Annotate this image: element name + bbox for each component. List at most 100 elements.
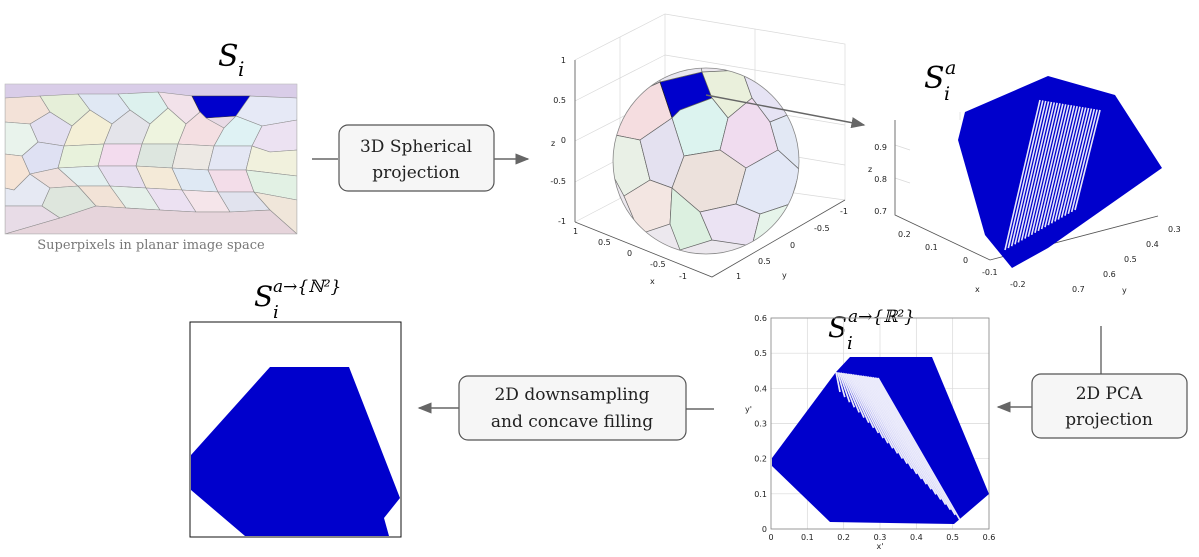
point-cloud-shape	[958, 76, 1162, 268]
svg-text:0.2: 0.2	[898, 230, 911, 239]
svg-text:-0.5: -0.5	[814, 224, 830, 233]
box-pca-line1: 2D PCA	[1076, 384, 1143, 404]
pca-stripe	[872, 376, 947, 506]
box-down-line2: and concave filling	[491, 412, 653, 432]
svg-text:S: S	[924, 61, 945, 96]
caption-planar-space: Superpixels in planar image space	[37, 238, 265, 253]
cloud-stripe	[1020, 102, 1056, 241]
cloud-stripe	[1070, 109, 1098, 213]
superpixel-image	[5, 84, 297, 234]
svg-text:0: 0	[963, 256, 968, 265]
pca-stripe	[860, 375, 913, 470]
svg-text:0.1: 0.1	[925, 243, 938, 252]
pca-stripe	[841, 372, 860, 413]
svg-text:-0.5: -0.5	[550, 177, 566, 186]
pca-stripe	[857, 374, 904, 459]
svg-text:i: i	[944, 83, 950, 105]
svg-text:0.5: 0.5	[598, 238, 611, 247]
pca-stripe	[852, 374, 889, 444]
pca-y-tick: 0.4	[754, 384, 767, 393]
downsampled-image	[189, 321, 402, 538]
cloud-stripe	[1004, 99, 1041, 251]
svg-text:i: i	[847, 333, 853, 354]
pca-stripe	[853, 374, 894, 449]
svg-text:-1: -1	[840, 207, 848, 216]
pca-stripe	[867, 376, 932, 490]
svg-text:-1: -1	[558, 217, 566, 226]
pca-stripe	[835, 371, 841, 393]
pca-stripe	[840, 372, 856, 408]
svg-text:0.8: 0.8	[874, 175, 887, 184]
pca-stripe	[875, 377, 956, 516]
pca-stripe	[836, 372, 846, 398]
pca-stripe	[877, 377, 961, 521]
pca-y-tick: 0.5	[754, 349, 767, 358]
sphere-y-label: y	[782, 271, 787, 280]
pca-stripe	[850, 373, 884, 439]
pca-x-tick: 0.1	[801, 533, 814, 542]
pca-x-tick: 0.3	[874, 533, 887, 542]
label-s-n2: S a→{ℕ²} i	[254, 277, 341, 323]
svg-text:0.9: 0.9	[874, 143, 887, 152]
cloud-stripe	[1027, 103, 1061, 237]
cloud-stripe	[1047, 106, 1078, 226]
svg-text:a→{ℕ²}: a→{ℕ²}	[273, 277, 341, 297]
sphere-plot: z 1 0.5 0 -0.5 -1 1 0.5 0 -0.5 -1 x -1 -…	[550, 13, 866, 286]
pca-shape	[772, 357, 989, 524]
svg-text:0.7: 0.7	[1072, 285, 1085, 294]
cloud-stripe	[1054, 106, 1084, 222]
point-cloud-3d: z 0.9 0.8 0.7 0.2 0.1 0 -0.1 -0.2 x 0.3 …	[868, 76, 1181, 295]
svg-text:a→{ℝ²}: a→{ℝ²}	[848, 307, 915, 327]
cloud-stripe	[1064, 108, 1093, 216]
cloud-stripe	[1010, 100, 1047, 247]
box-spherical-line2: projection	[372, 163, 460, 183]
pca-x-tick: 0.5	[946, 533, 959, 542]
pca-y-tick: 0.2	[754, 455, 767, 464]
pca-stripe	[843, 372, 865, 418]
svg-text:0: 0	[790, 241, 795, 250]
pca-plot: 0 0.1 0.2 0.3 0.4 0.5 0.6 0 0.1 0.2 0.3 0.4 0.5 0.6 x…	[745, 314, 995, 551]
pca-stripe	[862, 375, 918, 475]
cloud-stripe	[1057, 107, 1087, 220]
svg-text:-0.1: -0.1	[982, 268, 998, 277]
cloud-stripe	[1044, 105, 1076, 228]
svg-text:0.5: 0.5	[1124, 255, 1137, 264]
pca-stripe	[870, 376, 942, 500]
box-down-line1: 2D downsampling	[494, 385, 649, 405]
pca-stripe	[846, 373, 875, 429]
pca-y-tick: 0.3	[754, 420, 767, 429]
svg-text:0: 0	[561, 136, 566, 145]
cloud-stripe	[1024, 102, 1058, 239]
cloud-y-label: y	[1122, 286, 1127, 295]
box-pca-line2: projection	[1065, 410, 1153, 430]
cloud-z-label: z	[868, 165, 872, 174]
cloud-x-label: x	[975, 285, 980, 294]
cloud-stripe	[1040, 105, 1073, 230]
cloud-stripe	[1074, 109, 1101, 211]
pca-y-tick: 0.6	[754, 314, 767, 323]
pca-stripe	[868, 376, 937, 495]
pca-x-tick: 0.4	[910, 533, 923, 542]
svg-text:i: i	[238, 57, 244, 81]
svg-text:S: S	[218, 39, 239, 74]
cloud-stripe	[1017, 101, 1053, 243]
box-spherical-line1: 3D Spherical	[360, 137, 472, 157]
svg-text:0.6: 0.6	[1103, 270, 1116, 279]
svg-text:-1: -1	[679, 272, 687, 281]
cloud-stripe	[1007, 100, 1044, 249]
sphere-x-label: x	[650, 277, 655, 286]
svg-text:i: i	[273, 302, 279, 323]
pca-stripe	[838, 372, 851, 403]
label-s-i-a: S a i	[924, 57, 956, 105]
pca-stripe	[848, 373, 880, 434]
box-spherical-projection	[338, 124, 495, 192]
pca-stripe	[855, 374, 899, 454]
pca-stripe	[865, 375, 928, 485]
svg-text:0: 0	[627, 249, 632, 258]
cloud-stripe	[1050, 106, 1081, 224]
svg-text:0.5: 0.5	[553, 96, 566, 105]
label-s-i: S i	[218, 39, 244, 81]
svg-text:-0.5: -0.5	[650, 260, 666, 269]
sphere-z-label: z	[551, 139, 555, 148]
